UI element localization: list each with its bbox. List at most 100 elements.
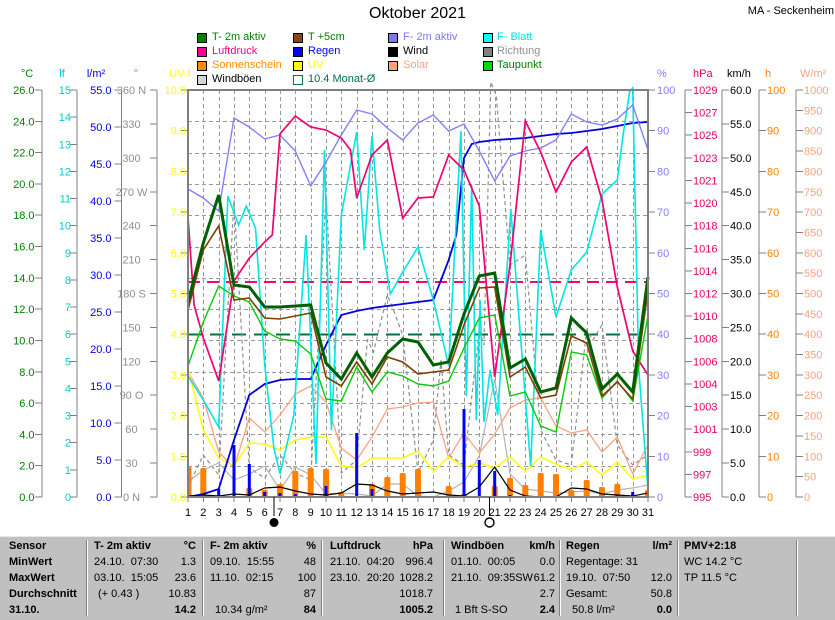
svg-text:4.0: 4.0	[19, 429, 34, 441]
svg-text:4.0: 4.0	[171, 329, 186, 341]
svg-text:18.0: 18.0	[13, 210, 34, 222]
svg-text:150: 150	[804, 431, 822, 443]
svg-text:1008: 1008	[693, 334, 717, 346]
svg-text:6: 6	[262, 507, 268, 519]
svg-text:16.0: 16.0	[13, 242, 34, 254]
svg-text:1018: 1018	[693, 221, 717, 233]
svg-text:1023: 1023	[693, 153, 717, 165]
svg-text:8: 8	[65, 275, 71, 287]
svg-text:30.0: 30.0	[90, 270, 111, 282]
svg-text:5.0: 5.0	[96, 455, 111, 467]
svg-text:100: 100	[657, 85, 675, 97]
svg-text:16: 16	[412, 507, 424, 519]
svg-text:7.0: 7.0	[171, 207, 186, 219]
svg-text:270 W: 270 W	[116, 187, 148, 199]
svg-text:29: 29	[611, 507, 623, 519]
svg-text:lf: lf	[59, 68, 65, 80]
svg-text:30: 30	[767, 370, 779, 382]
svg-text:25.0: 25.0	[730, 322, 751, 334]
svg-text:6.0: 6.0	[171, 248, 186, 260]
svg-text:22.0: 22.0	[13, 148, 34, 160]
svg-text:h: h	[765, 68, 771, 80]
svg-text:7: 7	[277, 507, 283, 519]
svg-text:1: 1	[65, 465, 71, 477]
svg-text:0: 0	[65, 492, 71, 504]
svg-text:250: 250	[804, 390, 822, 402]
svg-text:240: 240	[122, 221, 140, 233]
svg-text:450: 450	[804, 309, 822, 321]
svg-text:60: 60	[125, 424, 137, 436]
svg-text:55.0: 55.0	[90, 85, 111, 97]
svg-text:800: 800	[804, 166, 822, 178]
svg-text:120: 120	[122, 356, 140, 368]
svg-text:1006: 1006	[693, 356, 717, 368]
svg-text:0.0: 0.0	[730, 492, 745, 504]
svg-text:210: 210	[122, 255, 140, 267]
svg-text:50.0: 50.0	[730, 153, 751, 165]
svg-text:0.0: 0.0	[171, 492, 186, 504]
svg-text:1012: 1012	[693, 289, 717, 301]
svg-text:0: 0	[804, 492, 810, 504]
svg-text:18: 18	[443, 507, 455, 519]
svg-text:1021: 1021	[693, 175, 717, 187]
svg-text:750: 750	[804, 187, 822, 199]
svg-text:25.0: 25.0	[90, 307, 111, 319]
svg-text:26: 26	[565, 507, 577, 519]
svg-text:10: 10	[767, 451, 779, 463]
svg-text:°C: °C	[21, 68, 33, 80]
svg-text:150: 150	[122, 322, 140, 334]
svg-text:0.0: 0.0	[96, 492, 111, 504]
svg-text:22: 22	[504, 507, 516, 519]
svg-text:7: 7	[65, 302, 71, 314]
svg-text:15.0: 15.0	[90, 381, 111, 393]
svg-text:0.0: 0.0	[19, 492, 34, 504]
svg-text:5: 5	[65, 356, 71, 368]
svg-text:9.0: 9.0	[171, 126, 186, 138]
svg-text:700: 700	[804, 207, 822, 219]
svg-text:0 N: 0 N	[123, 492, 140, 504]
svg-text:55.0: 55.0	[730, 119, 751, 131]
svg-text:1029: 1029	[693, 85, 717, 97]
svg-text:500: 500	[804, 289, 822, 301]
svg-text:80: 80	[767, 166, 779, 178]
svg-text:6.0: 6.0	[19, 398, 34, 410]
svg-text:40: 40	[767, 329, 779, 341]
svg-text:4: 4	[231, 507, 237, 519]
svg-text:1027: 1027	[693, 108, 717, 120]
svg-text:550: 550	[804, 268, 822, 280]
svg-text:10.0: 10.0	[730, 424, 751, 436]
svg-text:20: 20	[657, 411, 669, 423]
svg-text:1004: 1004	[693, 379, 717, 391]
svg-text:10.0: 10.0	[165, 85, 186, 97]
svg-text:11: 11	[60, 194, 71, 206]
svg-text:50: 50	[767, 289, 779, 301]
svg-text:60: 60	[657, 248, 669, 260]
svg-text:10: 10	[59, 221, 71, 233]
svg-text:20: 20	[767, 411, 779, 423]
svg-text:40.0: 40.0	[90, 196, 111, 208]
svg-text:9: 9	[65, 248, 71, 260]
svg-text:8.0: 8.0	[171, 166, 186, 178]
svg-text:0: 0	[767, 492, 773, 504]
svg-text:24: 24	[535, 507, 547, 519]
svg-text:15: 15	[397, 507, 409, 519]
svg-text:9: 9	[308, 507, 314, 519]
svg-text:50: 50	[804, 472, 816, 484]
svg-text:°: °	[134, 68, 138, 80]
svg-text:180 S: 180 S	[117, 289, 146, 301]
svg-text:35.0: 35.0	[90, 233, 111, 245]
svg-text:950: 950	[804, 105, 822, 117]
svg-text:900: 900	[804, 126, 822, 138]
svg-text:1001: 1001	[693, 424, 717, 436]
svg-text:3: 3	[65, 411, 71, 423]
svg-text:12: 12	[59, 166, 71, 178]
svg-text:50: 50	[657, 289, 669, 301]
svg-text:600: 600	[804, 248, 822, 260]
svg-text:1.0: 1.0	[171, 451, 186, 463]
svg-text:8.0: 8.0	[19, 367, 34, 379]
svg-text:200: 200	[804, 411, 822, 423]
svg-text:31: 31	[642, 507, 654, 519]
svg-text:45.0: 45.0	[730, 187, 751, 199]
svg-text:45.0: 45.0	[90, 159, 111, 171]
svg-text:1020: 1020	[693, 198, 717, 210]
